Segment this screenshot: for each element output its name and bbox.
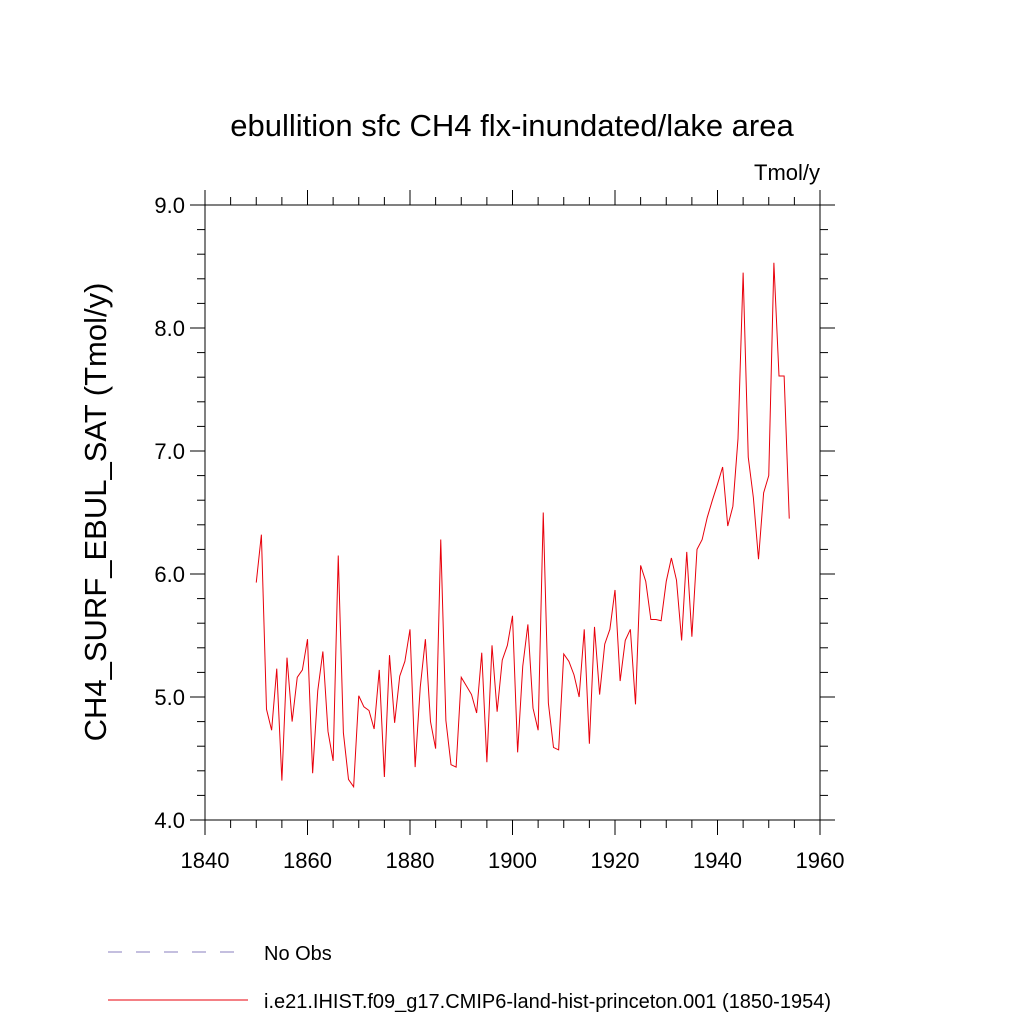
chart-title: ebullition sfc CH4 flx-inundated/lake ar… xyxy=(230,108,794,143)
y-tick-label: 9.0 xyxy=(154,193,185,218)
x-tick-label: 1840 xyxy=(181,848,230,873)
x-tick-label: 1900 xyxy=(488,848,537,873)
series-line-1 xyxy=(255,262,790,789)
units-label: Tmol/y xyxy=(754,160,820,185)
legend-label-no-obs: No Obs xyxy=(264,943,332,965)
series-lines xyxy=(255,262,790,789)
y-tick-label: 5.0 xyxy=(154,685,185,710)
x-tick-label: 1920 xyxy=(591,848,640,873)
legend-label-model: i.e21.IHIST.f09_g17.CMIP6-land-hist-prin… xyxy=(264,991,831,1013)
tick-labels: 1840 1860 1880 1900 1920 1940 1960 4.0 5.0 6.0 7.0… xyxy=(154,193,844,873)
plot-frame xyxy=(204,204,821,821)
y-axis-label: CH4_SURF_EBUL_SAT (Tmol/y) xyxy=(78,283,113,742)
legend: No Obs i.e21.IHIST.f09_g17.CMIP6-land-hi… xyxy=(108,943,831,1013)
y-tick-label: 4.0 xyxy=(154,808,185,833)
x-tick-label: 1880 xyxy=(386,848,435,873)
axis-ticks xyxy=(190,190,835,835)
x-tick-label: 1940 xyxy=(693,848,742,873)
y-tick-label: 8.0 xyxy=(154,316,185,341)
y-tick-label: 6.0 xyxy=(154,562,185,587)
y-tick-label: 7.0 xyxy=(154,439,185,464)
x-tick-label: 1960 xyxy=(796,848,845,873)
x-tick-label: 1860 xyxy=(283,848,332,873)
